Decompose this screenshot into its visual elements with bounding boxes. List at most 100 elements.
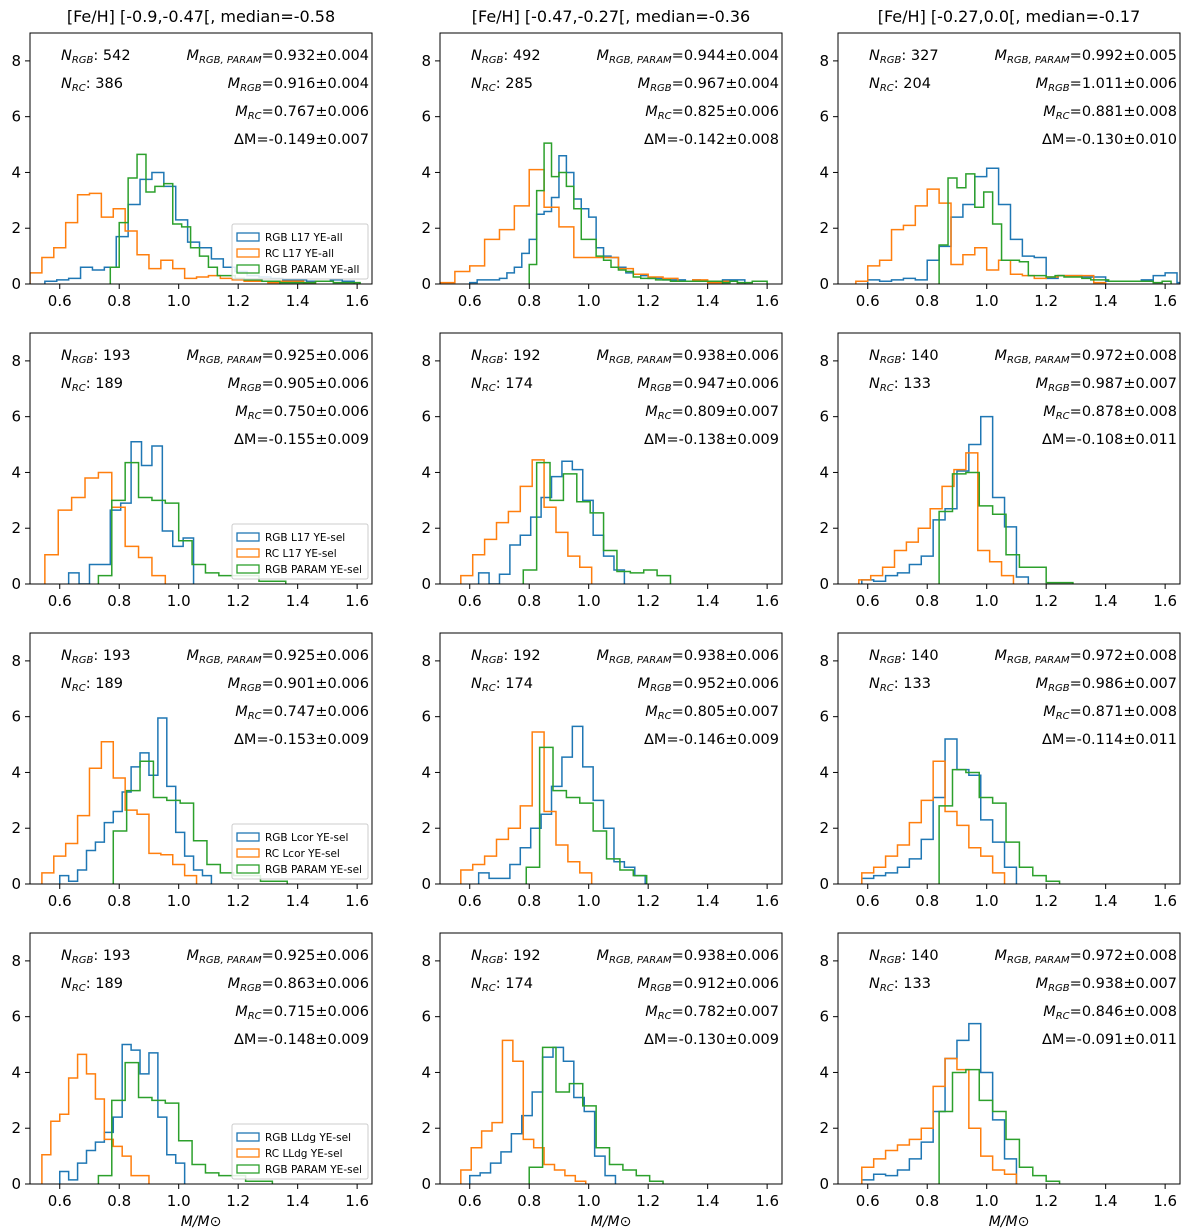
- legend-label: RGB LLdg YE-sel: [265, 1132, 351, 1144]
- y-tick-label: 8: [819, 52, 829, 70]
- m-rc-label: MRC=0.715±0.006: [235, 1004, 369, 1022]
- y-tick-label: 6: [11, 108, 21, 126]
- histogram-param: [938, 471, 1074, 584]
- x-tick-label: 0.8: [107, 1192, 131, 1210]
- panel-r2-c0: 0.6 0.8 1.0 1.2 1.4 1.6 0 2 4 6 8 NRGB: 193 NRC: 189…: [11, 632, 373, 910]
- n-rgb-label: NRGB: 492: [471, 48, 541, 66]
- m-rgb-label: MRGB=0.967±0.004: [638, 76, 779, 94]
- x-tick-label: 0.6: [458, 592, 482, 610]
- x-tick-label: 1.2: [1034, 592, 1058, 610]
- y-tick-label: 6: [819, 408, 829, 426]
- axes-frame: [439, 332, 783, 585]
- panel-r1-c2: 0.6 0.8 1.0 1.2 1.4 1.6 0 2 4 6 8 NRGB: 140 NRC: 133…: [819, 332, 1181, 610]
- m-rgb-label: MRGB=0.916±0.004: [228, 76, 369, 94]
- n-rc-label: NRC: 133: [869, 976, 931, 994]
- legend: RGB Lcor YE-sel RC Lcor YE-sel RGB PARAM Y…: [231, 823, 369, 880]
- x-tick-label: 1.6: [755, 892, 779, 910]
- x-tick-label: 0.6: [856, 292, 880, 310]
- legend-swatch: [236, 1132, 260, 1142]
- histogram-rc: [44, 471, 167, 584]
- n-rgb-label: NRGB: 193: [61, 348, 131, 366]
- x-tick-label: 1.6: [1153, 292, 1177, 310]
- legend-label: RGB Lcor YE-sel: [265, 832, 348, 844]
- delta-m-label: ΔM=-0.155±0.009: [234, 432, 369, 448]
- m-rgb-param-label: MRGB, PARAM=0.938±0.006: [596, 948, 779, 966]
- m-rgb-label: MRGB=0.912±0.006: [638, 976, 779, 994]
- histogram-rgb: [477, 725, 646, 884]
- x-tick-label: 1.0: [577, 892, 601, 910]
- y-tick-label: 4: [819, 763, 829, 781]
- m-rc-label: MRC=0.878±0.008: [1043, 404, 1177, 422]
- n-rgb-label: NRGB: 327: [869, 48, 939, 66]
- y-tick-label: 6: [11, 408, 21, 426]
- n-rgb-label: NRGB: 140: [869, 948, 939, 966]
- histogram-rc: [41, 1053, 150, 1184]
- x-tick-label: 0.6: [458, 892, 482, 910]
- legend-label: RGB PARAM YE-sel: [265, 1164, 362, 1176]
- y-tick-label: 8: [421, 352, 431, 370]
- legend-swatch: [236, 1148, 260, 1158]
- y-tick-label: 2: [819, 1119, 829, 1137]
- x-tick-label: 1.0: [167, 292, 191, 310]
- panel-r0-c0: 0.6 0.8 1.0 1.2 1.4 1.6 0 2 4 6 8 NRGB: 542 NRC: 386…: [11, 32, 373, 310]
- legend-swatch: [236, 232, 260, 242]
- x-tick-label: 1.4: [696, 1192, 720, 1210]
- histogram-rc: [460, 1039, 587, 1184]
- m-rgb-param-label: MRGB, PARAM=0.925±0.006: [186, 348, 369, 366]
- y-tick-label: 6: [421, 708, 431, 726]
- x-tick-label: 1.4: [1094, 1192, 1118, 1210]
- x-tick-label: 0.6: [856, 892, 880, 910]
- y-tick-label: 6: [819, 1008, 829, 1026]
- x-tick-label: 1.6: [1153, 892, 1177, 910]
- delta-m-label: ΔM=-0.138±0.009: [644, 432, 779, 448]
- x-tick-label: 0.8: [517, 1192, 541, 1210]
- y-tick-label: 2: [421, 219, 431, 237]
- x-tick-label: 1.6: [755, 592, 779, 610]
- axes-frame: [29, 32, 373, 285]
- m-rgb-label: MRGB=0.987±0.007: [1036, 376, 1177, 394]
- delta-m-label: ΔM=-0.114±0.011: [1042, 732, 1177, 748]
- panel-r2-c1: 0.6 0.8 1.0 1.2 1.4 1.6 0 2 4 6 8 NRGB: 192 NRC: 174…: [421, 632, 783, 910]
- delta-m-label: ΔM=-0.091±0.011: [1042, 1032, 1177, 1048]
- legend-label: RGB L17 YE-sel: [265, 532, 345, 544]
- panel-r1-c0: 0.6 0.8 1.0 1.2 1.4 1.6 0 2 4 6 8 NRGB: 193 NRC: 189…: [11, 332, 373, 610]
- histogram-rc: [861, 760, 1006, 884]
- legend-frame: [231, 1123, 369, 1180]
- axes-frame: [837, 332, 1181, 585]
- x-tick-label: 1.2: [1034, 292, 1058, 310]
- legend: RGB L17 YE-all RC L17 YE-all RGB PARAM YE-…: [231, 223, 369, 280]
- x-tick-label: 0.6: [856, 592, 880, 610]
- x-tick-label: 0.8: [915, 1192, 939, 1210]
- x-tick-label: 1.0: [167, 1192, 191, 1210]
- x-tick-label: 1.2: [1034, 1192, 1058, 1210]
- panel-r3-c1: 0.6 0.8 1.0 1.2 1.4 1.6 0 2 4 6 8 NRGB: 192 NRC: 174…: [421, 932, 783, 1230]
- legend-swatch: [236, 532, 260, 542]
- x-tick-label: 0.8: [517, 592, 541, 610]
- legend-swatch: [236, 264, 260, 274]
- n-rgb-label: NRGB: 192: [471, 648, 541, 666]
- n-rgb-label: NRGB: 193: [61, 948, 131, 966]
- delta-m-label: ΔM=-0.142±0.008: [644, 132, 779, 148]
- x-tick-label: 0.8: [517, 892, 541, 910]
- histogram-rgb: [861, 415, 1030, 584]
- m-rgb-param-label: MRGB, PARAM=0.925±0.006: [186, 648, 369, 666]
- y-tick-label: 0: [819, 1175, 829, 1193]
- x-tick-label: 1.0: [975, 292, 999, 310]
- m-rc-label: MRC=0.825±0.006: [645, 104, 779, 122]
- x-tick-label: 1.6: [1153, 1192, 1177, 1210]
- histogram-param: [938, 1068, 1061, 1184]
- m-rgb-param-label: MRGB, PARAM=0.972±0.008: [994, 348, 1177, 366]
- y-tick-label: 6: [819, 708, 829, 726]
- y-tick-label: 4: [421, 1063, 431, 1081]
- histogram-param: [522, 461, 672, 584]
- y-tick-label: 8: [421, 652, 431, 670]
- m-rgb-param-label: MRGB, PARAM=0.938±0.006: [596, 348, 779, 366]
- y-tick-label: 0: [11, 575, 21, 593]
- m-rc-label: MRC=0.881±0.008: [1043, 104, 1177, 122]
- m-rc-label: MRC=0.809±0.007: [645, 404, 779, 422]
- n-rc-label: NRC: 133: [869, 676, 931, 694]
- y-tick-label: 2: [421, 1119, 431, 1137]
- y-tick-label: 4: [11, 763, 21, 781]
- y-tick-label: 6: [11, 1008, 21, 1026]
- y-tick-label: 8: [11, 652, 21, 670]
